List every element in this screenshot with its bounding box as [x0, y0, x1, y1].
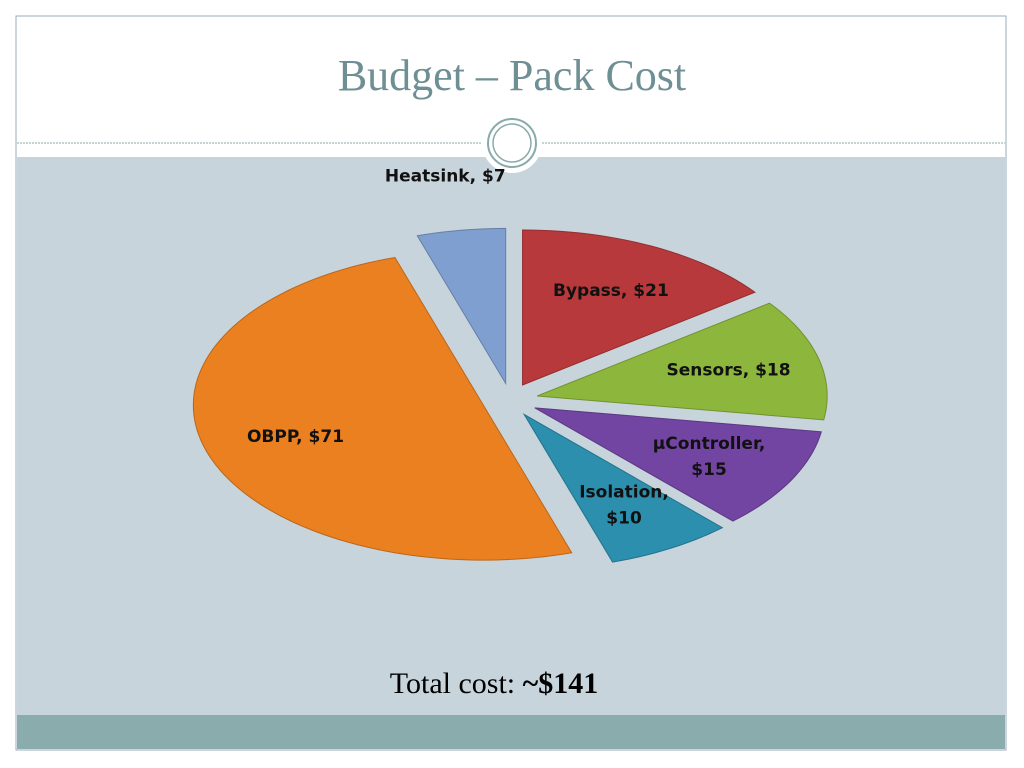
data-label: Sensors, $18: [667, 361, 791, 381]
slice: [534, 407, 822, 522]
pie-tops: [192, 227, 828, 563]
data-label: µController, $15: [653, 434, 765, 480]
label-line: $10: [606, 508, 642, 528]
total-note: Total cost: ~$141: [390, 667, 599, 700]
note-text: Total cost:: [390, 667, 515, 700]
slice: [522, 413, 724, 563]
label-line: $15: [691, 460, 727, 480]
body-panel: [17, 157, 1005, 715]
data-label: Bypass, $21: [553, 281, 669, 301]
slice: [416, 227, 507, 386]
ornament-inner: [492, 123, 532, 163]
data-label: Isolation, $10: [579, 482, 669, 528]
slice: [522, 229, 756, 386]
data-label: OBPP, $71: [247, 427, 344, 447]
pie-labels: Heatsink, $7 Bypass, $21 Sensors, $18 µCont…: [247, 167, 791, 529]
footer-bar: [17, 715, 1005, 749]
slice: [192, 256, 573, 561]
slide-title: Budget – Pack Cost: [338, 51, 686, 100]
pie-chart: Heatsink, $7 Bypass, $21 Sensors, $18 µCont…: [192, 167, 828, 618]
label-line: Isolation,: [579, 482, 669, 502]
slice: [536, 302, 828, 421]
data-label: Heatsink, $7: [385, 167, 506, 187]
label-line: µController,: [653, 434, 765, 454]
note-emphasis: ~$141: [523, 667, 599, 700]
